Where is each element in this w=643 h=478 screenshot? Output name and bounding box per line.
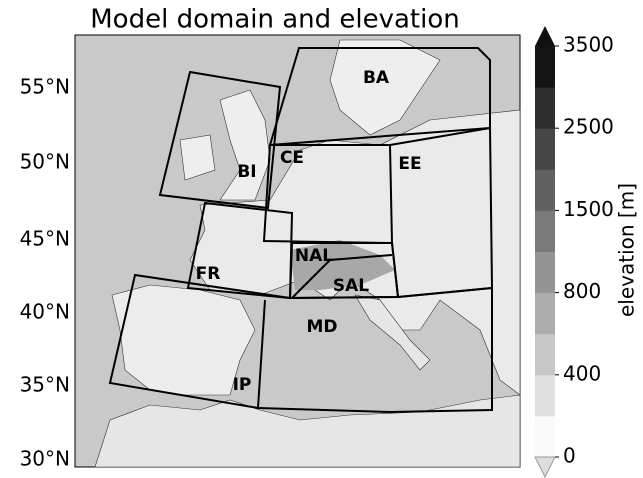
colorbar: 0 400 800 1500 2500 3500 <box>534 26 614 478</box>
colorbar-band <box>535 292 555 335</box>
colorbar-label: elevation [m] <box>615 183 639 317</box>
colorbar-tick-label: 3500 <box>563 33 614 57</box>
colorbar-tick-label: 400 <box>563 361 601 385</box>
colorbar-tick-label: 1500 <box>563 197 614 221</box>
lat-label: 40°N <box>20 300 70 324</box>
region-label: FR <box>196 264 221 284</box>
scandinavia <box>329 39 441 136</box>
map <box>74 34 521 468</box>
region-label: BA <box>363 68 390 88</box>
region-label: MD <box>306 317 337 337</box>
colorbar-band <box>535 374 555 417</box>
colorbar-band <box>535 415 555 458</box>
lat-label: 45°N <box>20 227 70 251</box>
colorbar-tick-label: 800 <box>563 279 601 303</box>
ireland <box>179 134 216 181</box>
region-label: SAL <box>333 276 369 296</box>
lat-label: 30°N <box>20 447 70 471</box>
colorbar-band <box>535 333 555 376</box>
colorbar-tick-label: 0 <box>563 444 576 468</box>
region-label: BI <box>237 162 256 182</box>
colorbar-band <box>535 87 555 129</box>
colorbar-band <box>535 128 555 170</box>
colorbar-band <box>535 251 555 294</box>
region-boxes <box>108 47 494 414</box>
britain <box>219 89 271 201</box>
title: Model domain and elevation <box>90 5 459 35</box>
lat-label: 55°N <box>20 75 70 99</box>
colorbar-tick-label: 2500 <box>563 115 614 139</box>
colorbar-band <box>535 210 555 252</box>
region-label: EE <box>398 154 421 174</box>
region-label: IP <box>233 375 252 395</box>
region-label: NAL <box>295 246 333 266</box>
colorbar-extend <box>535 26 555 46</box>
colorbar-band <box>535 169 555 211</box>
colorbar-band <box>535 46 555 88</box>
italy <box>354 294 431 371</box>
colorbar-extend <box>534 456 556 478</box>
region-label: CE <box>280 148 304 168</box>
alps <box>290 240 395 290</box>
lat-label: 50°N <box>20 150 70 174</box>
lat-label: 35°N <box>20 373 70 397</box>
